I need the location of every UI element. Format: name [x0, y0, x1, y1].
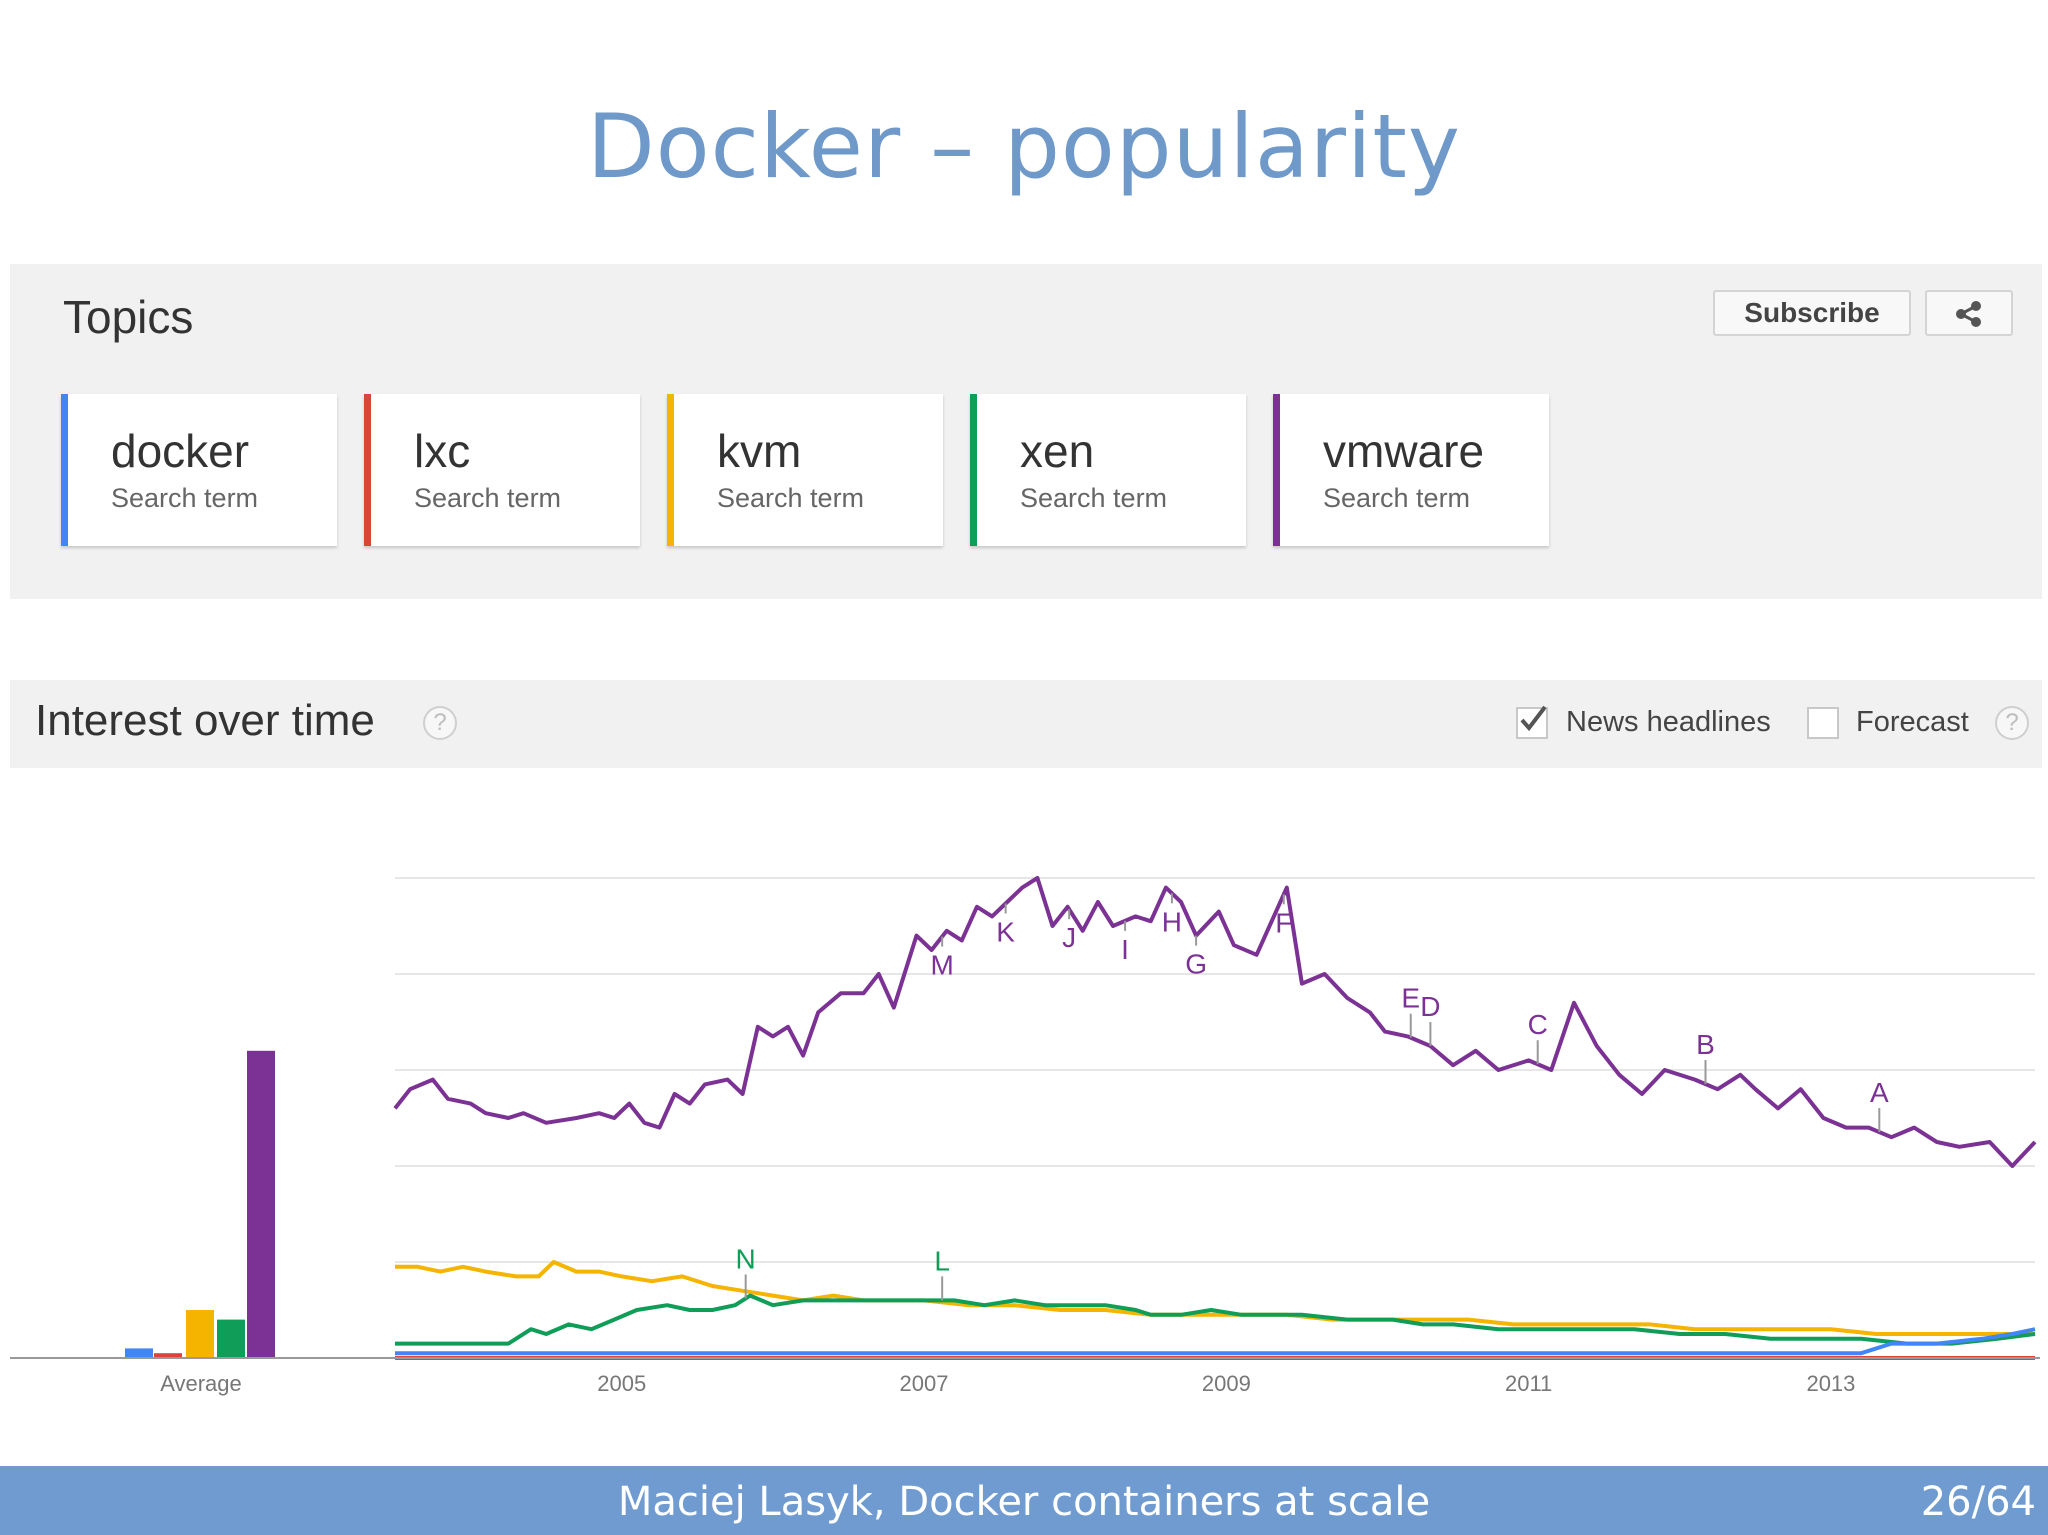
term-card-xen[interactable]: xen Search term: [970, 394, 1246, 546]
footer-bar: Maciej Lasyk, Docker containers at scale…: [0, 1466, 2048, 1535]
share-button[interactable]: [1925, 290, 2013, 336]
news-headlines-checkbox[interactable]: [1516, 705, 1548, 739]
subscribe-button[interactable]: Subscribe: [1713, 290, 1911, 336]
annotation-label-M[interactable]: M: [931, 950, 954, 981]
chart-gridlines: [395, 877, 2035, 1263]
topics-heading: Topics: [63, 291, 194, 343]
annotation-label-B[interactable]: B: [1696, 1029, 1715, 1060]
forecast-help-icon[interactable]: ?: [1995, 706, 2029, 740]
forecast-checkbox[interactable]: [1807, 707, 1839, 739]
series-line-xen: [395, 1293, 2036, 1346]
series-line-docker: [395, 1327, 2036, 1356]
term-name: xen: [1020, 425, 1095, 477]
annotation-label-E[interactable]: E: [1401, 983, 1420, 1014]
term-type: Search term: [414, 483, 562, 513]
term-card-docker[interactable]: docker Search term: [61, 394, 337, 546]
interest-heading: Interest over time: [35, 696, 375, 745]
help-icon[interactable]: ?: [423, 706, 457, 740]
term-type: Search term: [111, 483, 259, 513]
annotation-label-I[interactable]: I: [1121, 934, 1129, 965]
news-headlines-label: News headlines: [1566, 706, 1771, 738]
x-tick-label: 2013: [1806, 1371, 1855, 1396]
annotation-label-K[interactable]: K: [996, 916, 1015, 947]
term-card-kvm[interactable]: kvm Search term: [667, 394, 943, 546]
series-line-vmware: [393, 876, 2037, 1168]
forecast-label: Forecast: [1856, 706, 1969, 738]
annotation-label-A[interactable]: A: [1870, 1077, 1889, 1108]
term-card-vmware[interactable]: vmware Search term: [1273, 394, 1549, 546]
checkmark-icon: [1520, 705, 1547, 732]
interest-chart: A B C DE F GH I J K L M N 2005 2007 2009 2011 2013 Avera…: [10, 876, 2040, 1396]
share-icon: [1956, 301, 1981, 327]
annotation-label-L[interactable]: L: [934, 1245, 950, 1276]
news-annotations: A B C DE F GH I J K L M N: [736, 893, 1889, 1301]
term-name: lxc: [414, 425, 471, 477]
annotation-label-D[interactable]: D: [1420, 991, 1440, 1022]
term-type: Search term: [1020, 483, 1168, 513]
average-bar-kvm: [186, 1310, 214, 1358]
annotation-label-G[interactable]: G: [1185, 949, 1207, 980]
annotation-label-J[interactable]: J: [1062, 922, 1076, 953]
x-tick-label: 2005: [597, 1371, 646, 1396]
average-bars: [125, 1050, 275, 1358]
average-label: Average: [160, 1371, 242, 1396]
annotation-label-N[interactable]: N: [736, 1243, 756, 1274]
term-name: kvm: [717, 425, 802, 477]
average-bar-lxc: [154, 1353, 182, 1358]
average-bar-xen: [217, 1319, 245, 1358]
topics-panel: Topics Subscribe docker Search term lxc …: [10, 264, 2042, 599]
term-name: docker: [111, 425, 250, 477]
chart-axis: 2005 2007 2009 2011 2013 Average: [10, 1357, 2040, 1396]
slide-title: Docker – popularity: [587, 95, 1461, 198]
series-line-kvm: [395, 1260, 2035, 1336]
annotation-label-H[interactable]: H: [1162, 906, 1182, 937]
annotation-label-F[interactable]: F: [1275, 907, 1292, 938]
term-card-lxc[interactable]: lxc Search term: [364, 394, 640, 546]
chart-series-lines: [393, 876, 2037, 1360]
average-bar-docker: [125, 1348, 153, 1358]
x-tick-label: 2011: [1505, 1371, 1552, 1396]
term-name: vmware: [1323, 425, 1485, 477]
term-type: Search term: [717, 483, 865, 513]
interest-over-time-bar: Interest over time ? News headlines Fore…: [10, 680, 2042, 768]
average-bar-vmware: [247, 1050, 275, 1358]
footer-text: Maciej Lasyk, Docker containers at scale: [617, 1479, 1431, 1525]
x-tick-label: 2009: [1202, 1371, 1251, 1396]
term-type: Search term: [1323, 483, 1471, 513]
annotation-label-C[interactable]: C: [1528, 1009, 1548, 1040]
x-tick-label: 2007: [900, 1371, 949, 1396]
page-number: 26/64: [1920, 1479, 2036, 1525]
